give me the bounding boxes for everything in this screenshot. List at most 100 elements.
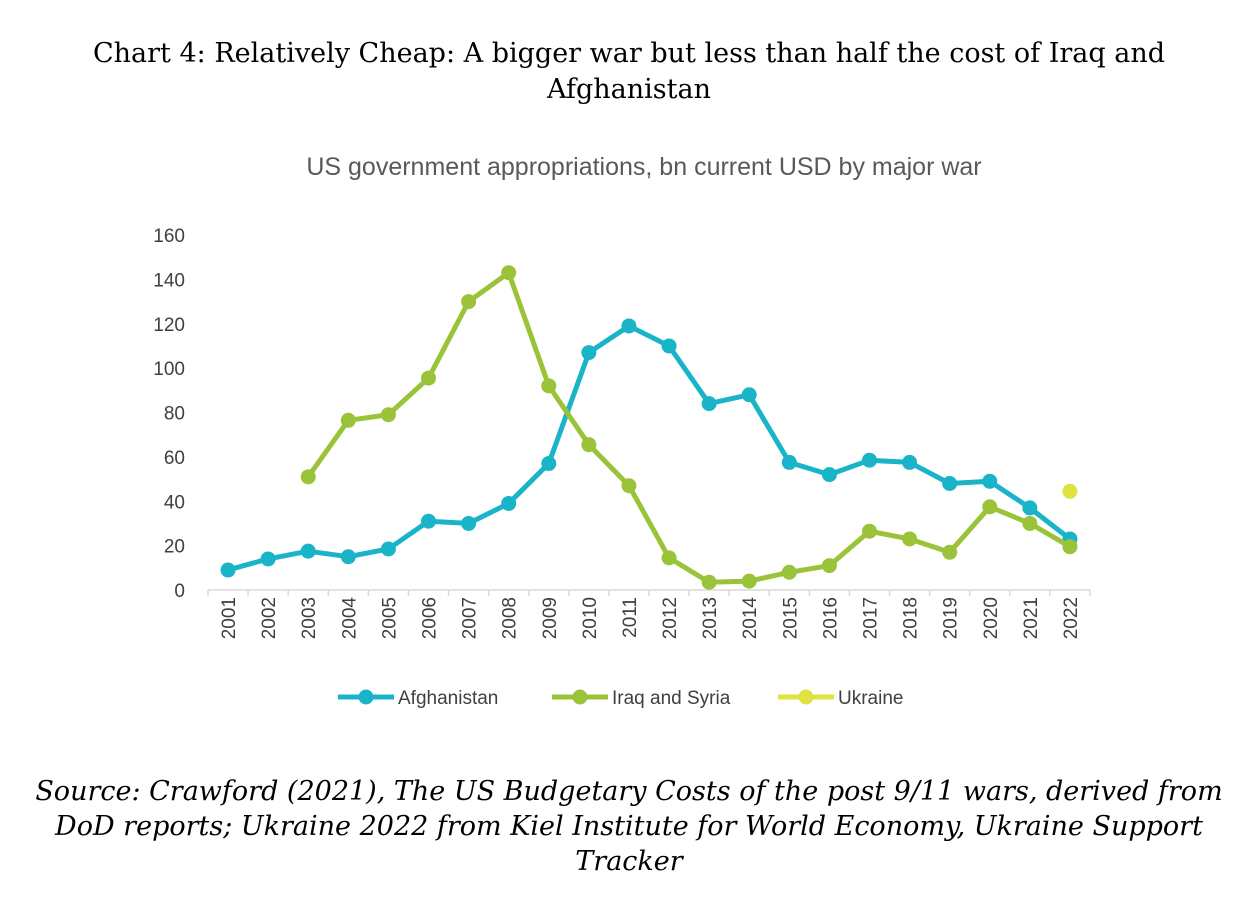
y-tick-label: 140	[153, 270, 185, 291]
data-point	[821, 467, 837, 483]
x-tick-label: 2021	[1021, 597, 1042, 639]
y-tick-label: 20	[164, 537, 185, 558]
x-tick-label: 2004	[339, 597, 360, 640]
y-tick-label: 40	[164, 492, 185, 513]
legend-label: Iraq and Syria	[612, 688, 731, 709]
y-tick-label: 80	[164, 404, 185, 425]
chart-heading-line-2: Afghanistan	[546, 74, 711, 105]
y-axis-ticks: 0 20 40 60 80 100 120 140 160	[153, 226, 185, 602]
data-point	[821, 558, 837, 574]
series-line	[225, 323, 1073, 573]
data-point	[501, 265, 517, 281]
data-point	[982, 499, 998, 515]
chart-heading-line-1: Chart 4: Relatively Cheap: A bigger war …	[92, 38, 1165, 69]
series-group	[220, 318, 1078, 578]
data-point	[340, 412, 356, 428]
x-tick-label: 2003	[299, 597, 320, 639]
data-point	[541, 456, 557, 472]
chart-subtitle: US government appropriations, bn current…	[306, 153, 981, 181]
data-point	[581, 345, 597, 361]
data-point	[581, 437, 597, 453]
data-point	[982, 473, 998, 489]
legend-marker	[358, 689, 374, 705]
data-point	[1022, 515, 1038, 531]
data-point	[701, 574, 717, 590]
data-point	[701, 396, 717, 412]
data-point	[902, 531, 918, 547]
data-point	[621, 318, 637, 334]
x-tick-label: 2011	[620, 597, 641, 638]
x-tick-label: 2012	[660, 597, 681, 639]
data-point	[461, 515, 477, 531]
data-point	[741, 387, 757, 403]
x-tick-label: 2009	[540, 597, 561, 639]
data-point	[942, 544, 958, 560]
x-tick-label: 2008	[500, 597, 521, 639]
data-point	[862, 523, 877, 539]
x-tick-label: 2006	[420, 597, 441, 639]
data-point	[260, 551, 276, 567]
y-tick-label: 0	[174, 581, 185, 602]
x-tick-label: 2013	[700, 597, 721, 639]
data-point	[380, 541, 396, 557]
data-point	[781, 454, 797, 470]
x-tick-label: 2014	[740, 597, 761, 640]
data-point	[781, 564, 797, 580]
y-tick-label: 60	[164, 448, 185, 469]
y-tick-label: 160	[153, 226, 185, 247]
x-tick-label: 2007	[460, 597, 481, 639]
data-point	[300, 543, 316, 559]
x-tick-label: 2010	[580, 597, 601, 639]
legend-item: Ukraine	[778, 688, 903, 709]
data-point	[340, 549, 356, 565]
legend-item: Afghanistan	[338, 688, 498, 709]
chart-heading: Chart 4: Relatively Cheap: A bigger war …	[40, 36, 1218, 108]
legend-item: Iraq and Syria	[552, 688, 731, 709]
y-tick-label: 120	[153, 315, 185, 336]
data-point	[421, 513, 436, 529]
data-point	[661, 550, 677, 566]
data-point	[862, 452, 877, 468]
x-tick-label: 2015	[780, 597, 801, 639]
x-tick-label: 2022	[1061, 597, 1082, 639]
data-point	[421, 370, 436, 386]
source-line-1: Source: Crawford (2021), The US Budgetar…	[35, 776, 1223, 807]
data-point	[1062, 483, 1078, 499]
data-point	[501, 495, 517, 511]
source-line-2: DoD reports; Ukraine 2022 from Kiel Inst…	[55, 811, 1203, 842]
data-point	[541, 378, 557, 394]
data-point	[741, 573, 757, 589]
data-point	[621, 478, 637, 494]
x-tick-label: 2018	[901, 597, 922, 639]
data-point	[380, 407, 396, 423]
x-tick-label: 2005	[379, 597, 400, 639]
source-line-3: Tracker	[575, 846, 683, 877]
y-tick-label: 100	[153, 359, 185, 380]
x-tick-label: 2020	[981, 597, 1002, 639]
data-point	[1062, 539, 1078, 555]
x-tick-label: 2016	[820, 597, 841, 639]
legend-label: Afghanistan	[398, 688, 498, 709]
x-axis-ticks: 2001 2002 2003 2004 2005 2006 2007 2008 2009 2010…	[207, 590, 1091, 640]
data-point	[220, 562, 236, 578]
source-note: Source: Crawford (2021), The US Budgetar…	[10, 774, 1248, 879]
data-point	[902, 454, 918, 470]
data-point	[1022, 500, 1038, 516]
legend: Afghanistan Iraq and Syria Ukraine	[338, 688, 903, 709]
data-point	[461, 294, 477, 310]
legend-marker	[798, 689, 814, 705]
data-point	[300, 469, 316, 485]
series-group	[1062, 483, 1078, 499]
x-tick-label: 2019	[941, 597, 962, 639]
x-tick-label: 2002	[259, 597, 280, 639]
legend-marker	[572, 689, 588, 705]
series-line	[305, 270, 1073, 585]
data-point	[661, 338, 677, 354]
x-tick-label: 2017	[861, 597, 882, 639]
series-group	[300, 265, 1078, 590]
legend-label: Ukraine	[838, 688, 903, 709]
data-point	[942, 476, 958, 491]
series-layer	[220, 265, 1078, 590]
x-tick-label: 2001	[219, 597, 240, 639]
